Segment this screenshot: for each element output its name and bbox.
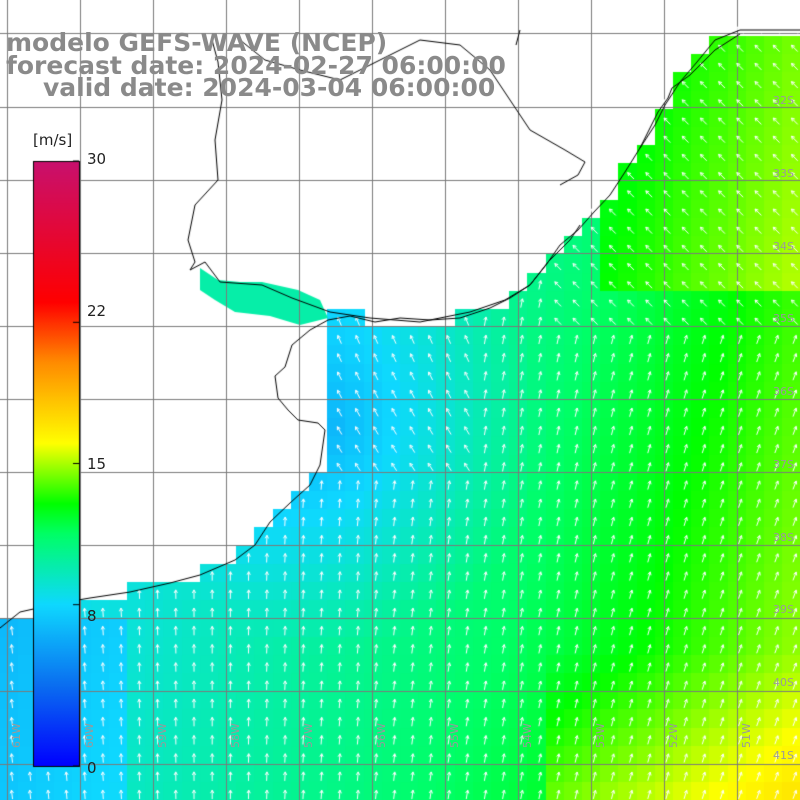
lat-label: 36S [773, 385, 794, 398]
model-title: modelo GEFS-WAVE (NCEP) [6, 28, 388, 57]
lon-label: 61W [10, 723, 23, 748]
lon-label: 54W [521, 723, 534, 748]
lat-label: 33S [773, 167, 794, 180]
lon-label: 59W [156, 723, 169, 748]
lon-label: 55W [448, 723, 461, 748]
colorbar-unit: [m/s] [33, 131, 73, 149]
lon-label: 58W [229, 723, 242, 748]
colorbar-tick-15: 15 [87, 455, 107, 473]
forecast-date: forecast date: 2024-02-27 06:00:00 [6, 51, 506, 80]
colorbar-tick-0: 0 [87, 759, 97, 777]
lat-label: 38S [773, 531, 794, 544]
valid-date: valid date: 2024-03-04 06:00:00 [43, 73, 496, 102]
lat-label: 34S [773, 240, 794, 253]
lat-label: 32S [773, 94, 794, 107]
lon-label: 57W [302, 723, 315, 748]
lat-label: 41S [773, 749, 794, 762]
lon-label: 51W [740, 723, 753, 748]
lat-label: 37S [773, 458, 794, 471]
lon-label: 52W [667, 723, 680, 748]
colorbar-tick-22: 22 [87, 302, 107, 320]
colorbar-tick-30: 30 [87, 150, 107, 168]
lon-label: 60W [83, 723, 96, 748]
lon-label: 53W [594, 723, 607, 748]
lat-label: 39S [773, 603, 794, 616]
lat-label: 35S [773, 312, 794, 325]
lat-label: 40S [773, 676, 794, 689]
lon-label: 56W [375, 723, 388, 748]
colorbar-tick-8: 8 [87, 607, 97, 625]
